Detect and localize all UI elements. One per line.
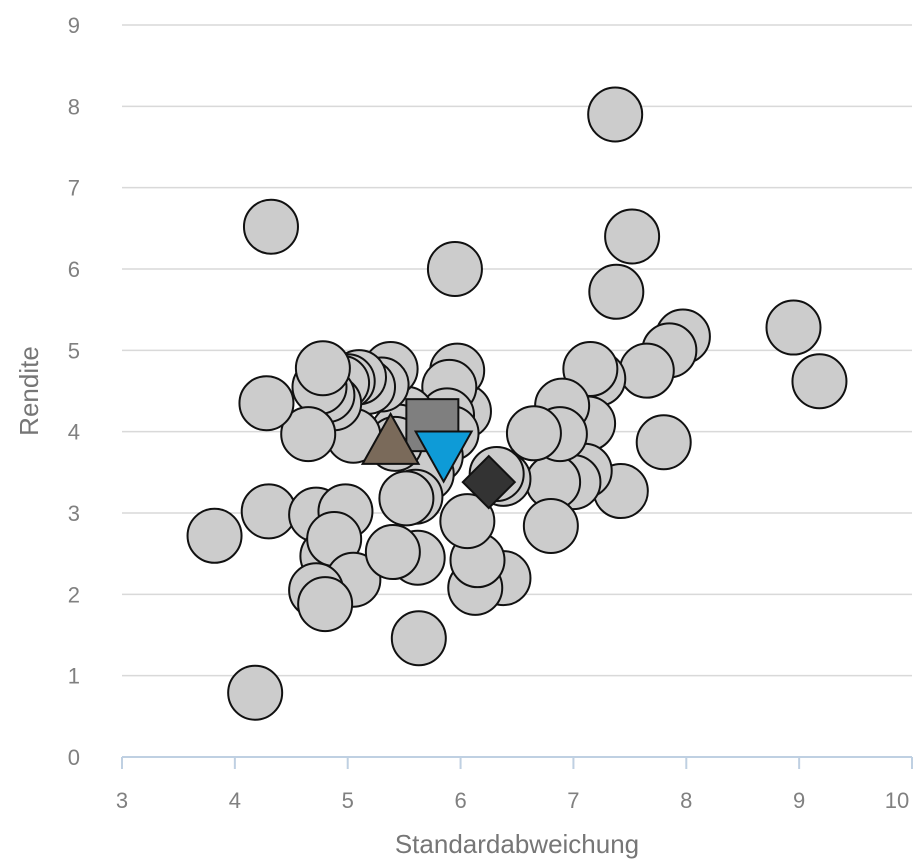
y-tick-label: 7 (68, 176, 80, 201)
data-point-circle (635, 414, 692, 471)
data-point-circle (765, 299, 822, 356)
x-tick-label: 4 (229, 788, 241, 813)
x-tick-label: 7 (567, 788, 579, 813)
data-point-diamond (461, 454, 517, 510)
data-point-circle (587, 86, 644, 143)
y-axis-tick-labels: 0 1 2 3 4 5 6 7 8 9 (68, 13, 80, 770)
data-point-circle (242, 198, 299, 255)
x-axis-title: Standardabweichung (395, 829, 639, 859)
y-tick-label: 2 (68, 582, 80, 607)
data-point-triangle-down (413, 430, 474, 484)
y-axis-title: Rendite (14, 346, 44, 436)
data-point-circle (604, 208, 661, 265)
y-tick-label: 3 (68, 501, 80, 526)
x-tick-label: 10 (885, 788, 909, 813)
y-tick-label: 5 (68, 338, 80, 363)
data-point-circle (505, 405, 562, 462)
data-points (186, 86, 848, 721)
data-point-circle (378, 470, 435, 527)
data-point-circle (588, 263, 645, 320)
x-tick-label: 6 (454, 788, 466, 813)
y-tick-label: 9 (68, 13, 80, 38)
x-tick-label: 3 (116, 788, 128, 813)
data-point-circle (390, 610, 447, 667)
data-point-circle (439, 493, 496, 550)
data-point-circle (426, 241, 483, 297)
x-tick-label: 9 (793, 788, 805, 813)
x-tick-label: 8 (680, 788, 692, 813)
data-point-triangle-up (360, 411, 421, 465)
data-point-circle (227, 664, 284, 721)
data-point-circle (297, 576, 354, 633)
data-point-circle (791, 353, 848, 410)
y-tick-label: 1 (68, 664, 80, 689)
x-axis-ticks: 3 4 5 6 7 8 9 10 (116, 757, 913, 813)
data-point-circle (364, 524, 421, 581)
y-tick-label: 6 (68, 257, 80, 282)
data-point-circle (238, 375, 295, 432)
data-point-circle (240, 483, 297, 540)
data-point-circle (294, 340, 351, 397)
x-tick-label: 5 (342, 788, 354, 813)
data-point-circle (186, 507, 243, 564)
y-tick-label: 4 (68, 420, 80, 445)
data-point-circle (618, 342, 675, 399)
y-tick-label: 8 (68, 94, 80, 119)
y-tick-label: 0 (68, 745, 80, 770)
data-point-circle (522, 498, 579, 555)
data-point-circle (280, 406, 337, 463)
